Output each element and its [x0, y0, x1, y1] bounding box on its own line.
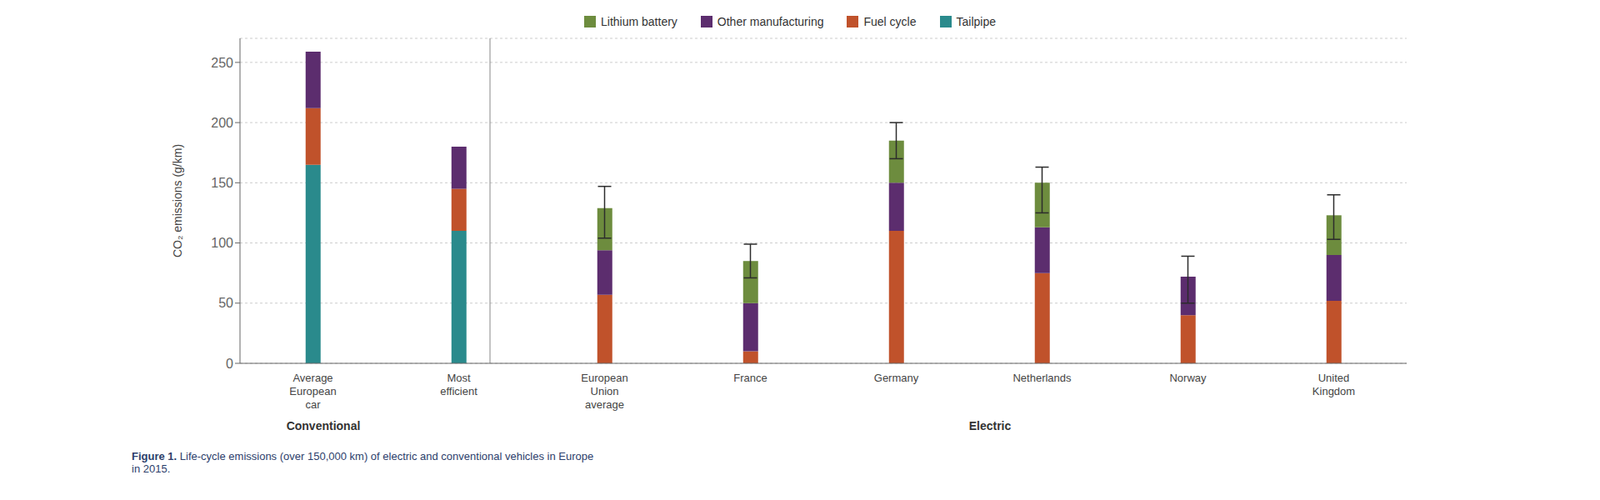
svg-text:Mostefficient: Mostefficient	[440, 371, 478, 398]
svg-text:100: 100	[210, 235, 234, 250]
svg-text:Electric: Electric	[969, 419, 1012, 433]
svg-text:Netherlands: Netherlands	[1012, 371, 1072, 385]
html-text:Fuel cycle: Fuel cycle	[863, 15, 917, 29]
svg-text:200: 200	[210, 115, 234, 130]
svg-text:Conventional: Conventional	[286, 419, 361, 433]
svg-text:UnitedKingdom: UnitedKingdom	[1312, 371, 1355, 398]
svg-text:0: 0	[225, 356, 234, 371]
svg-text:Norway: Norway	[1169, 371, 1207, 385]
html-text:Other manufacturing: Other manufacturing	[717, 15, 824, 29]
svg-text:AverageEuropeancar: AverageEuropeancar	[289, 371, 336, 411]
svg-text:France: France	[733, 371, 767, 385]
svg-text:Germany: Germany	[874, 371, 920, 385]
html-text:Tailpipe: Tailpipe	[956, 15, 996, 29]
svg-text:150: 150	[210, 175, 234, 190]
html-text:Lithium battery: Lithium battery	[600, 15, 678, 29]
svg-text:50: 50	[218, 295, 234, 310]
html-text:Figure 1. Life-cycle emissions: Figure 1. Life-cycle emissions (over 150…	[131, 450, 594, 475]
svg-text:CO₂ emissions (g/km): CO₂ emissions (g/km)	[170, 144, 185, 258]
svg-text:EuropeanUnionaverage: EuropeanUnionaverage	[580, 371, 628, 411]
svg-text:250: 250	[210, 55, 234, 70]
